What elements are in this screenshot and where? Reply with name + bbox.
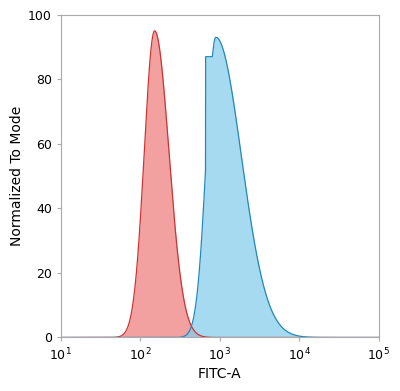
Y-axis label: Normalized To Mode: Normalized To Mode: [10, 106, 24, 246]
X-axis label: FITC-A: FITC-A: [198, 367, 242, 381]
